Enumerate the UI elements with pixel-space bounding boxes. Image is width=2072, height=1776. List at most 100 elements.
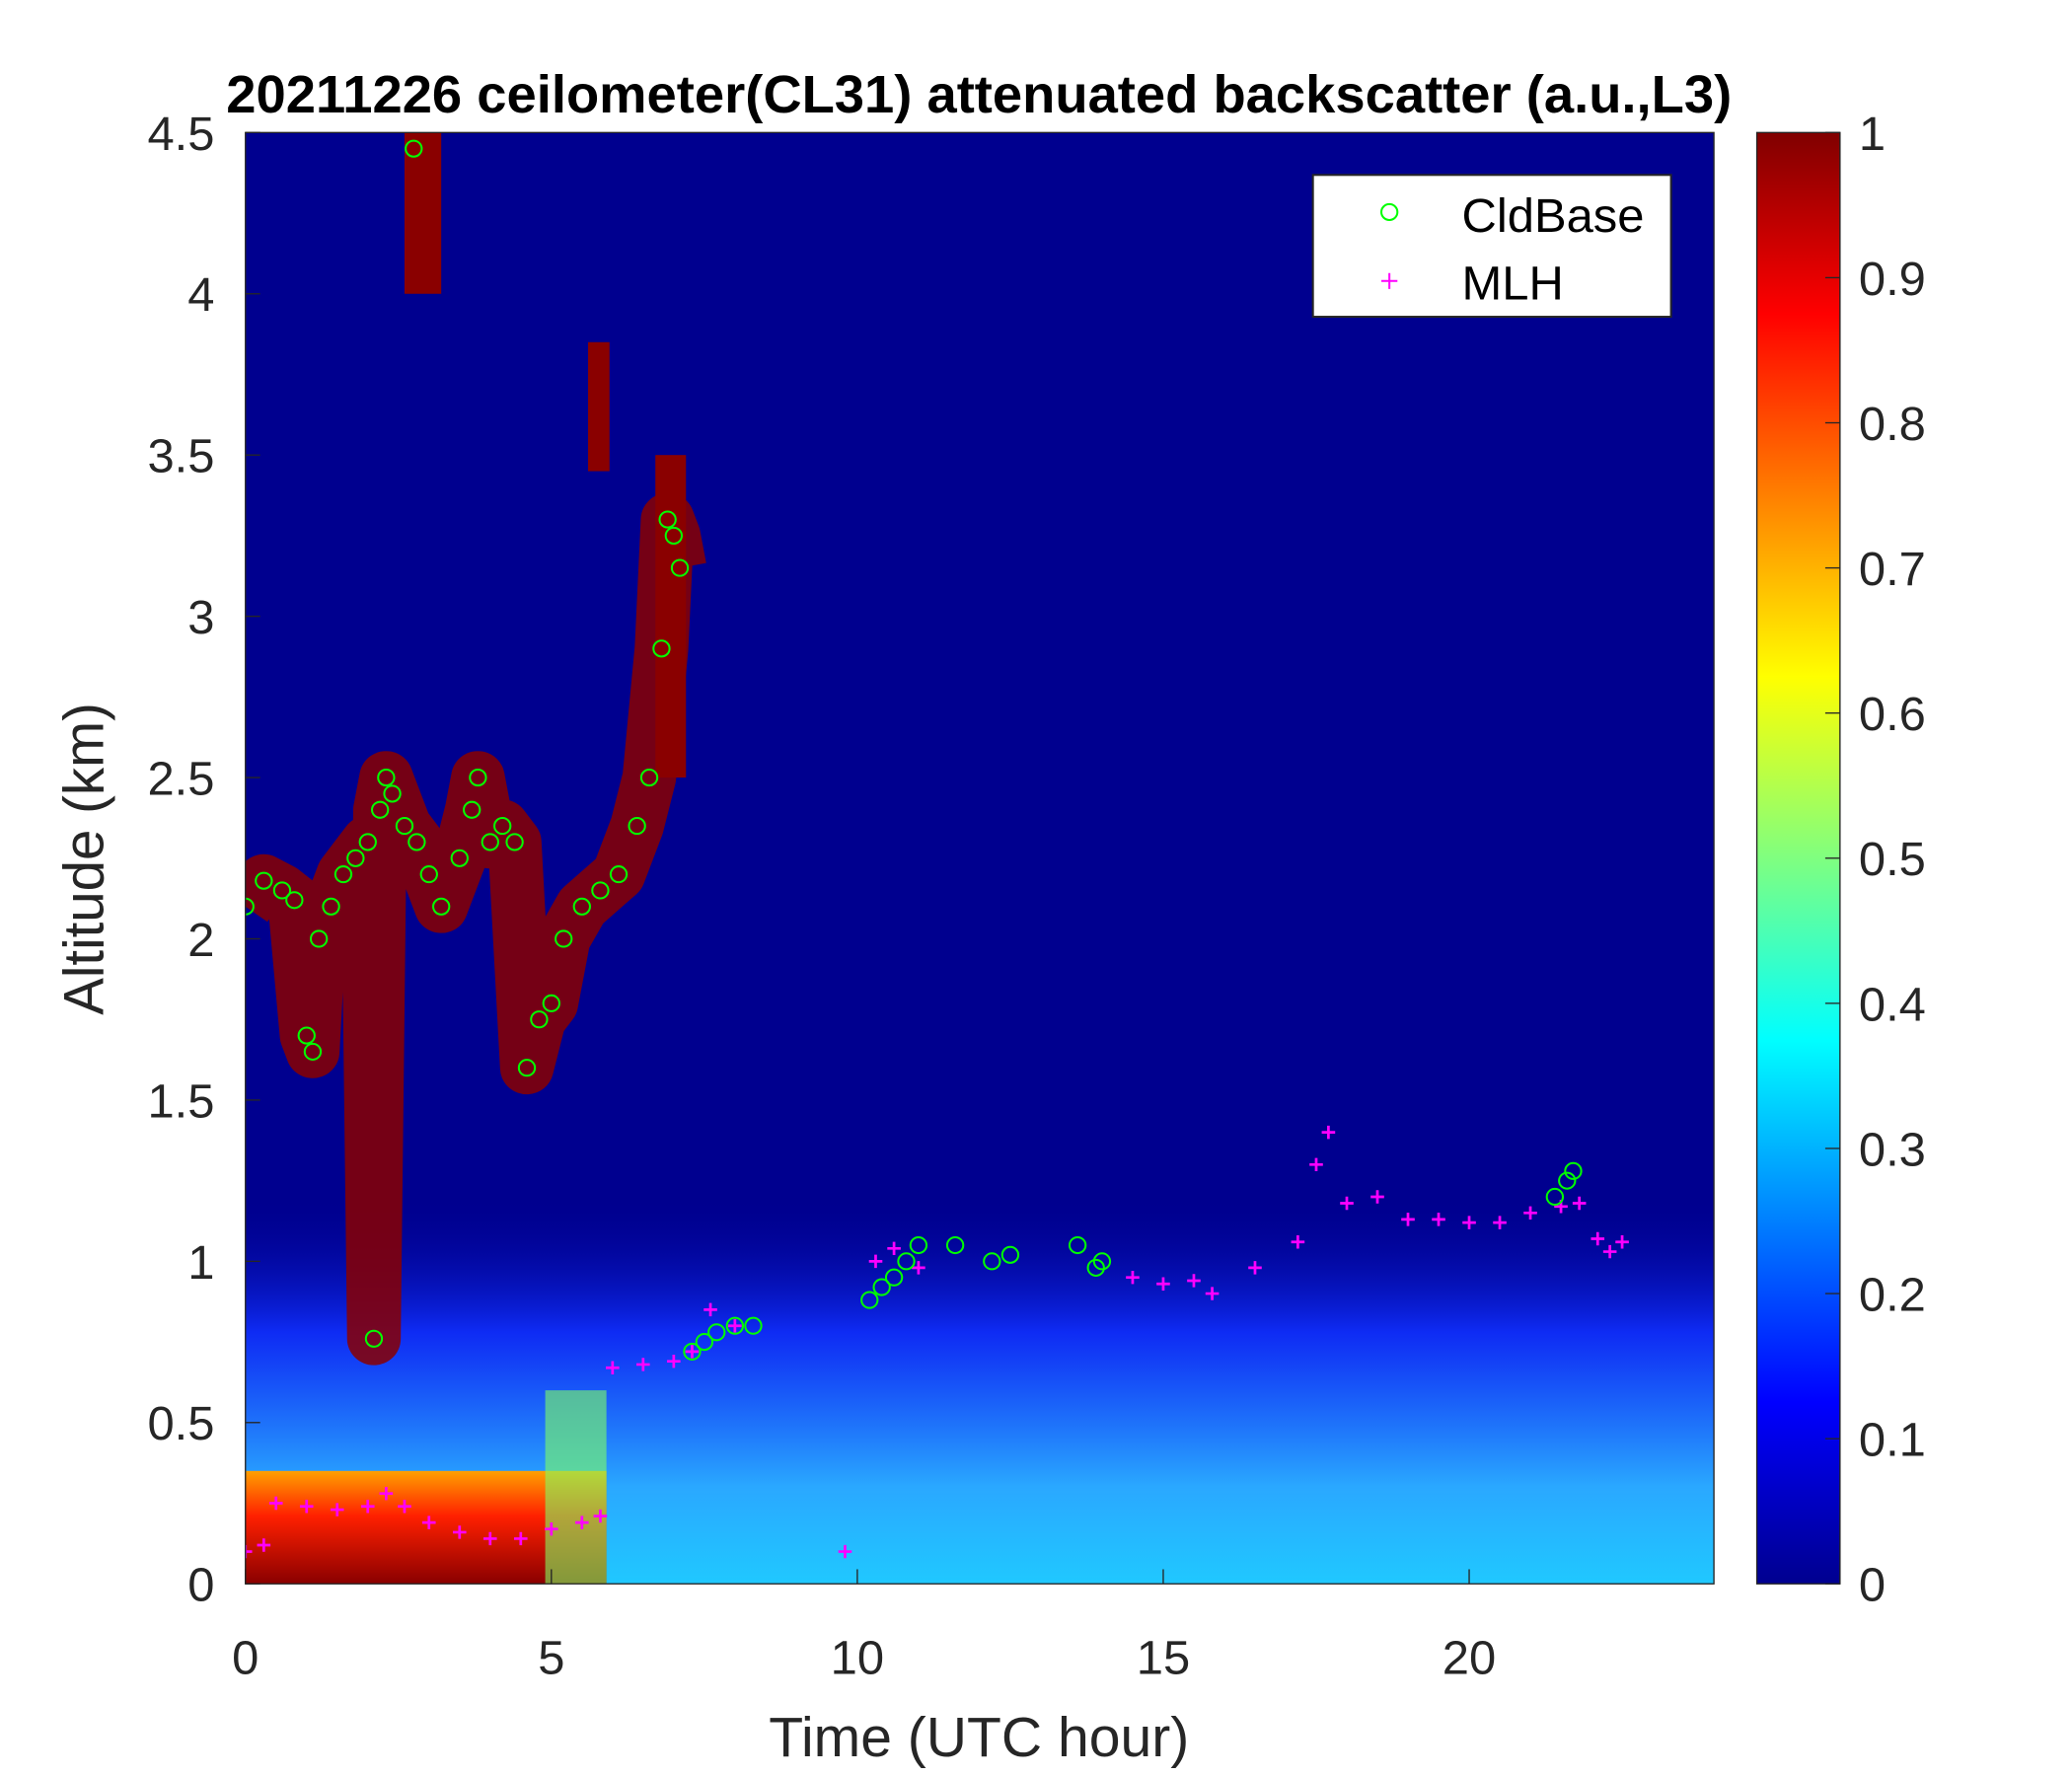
mlh-point [575, 1516, 589, 1529]
mlh-point [1309, 1157, 1323, 1172]
cldbase-point [555, 929, 573, 948]
mlh-point [1187, 1274, 1201, 1288]
cldbase-point [395, 817, 414, 836]
cldbase-point [1068, 1235, 1087, 1255]
y-tick-label: 0 [187, 1559, 214, 1612]
cldbase-point [450, 849, 469, 867]
mlh-point [299, 1500, 314, 1514]
mlh-point [398, 1500, 411, 1514]
cldbase-point [572, 897, 591, 916]
cldbase-point [419, 865, 438, 884]
cldbase-point [744, 1316, 763, 1335]
heatmap [245, 132, 1715, 1585]
cldbase-point [432, 897, 451, 916]
mlh-point [483, 1531, 497, 1546]
y-tick-label: 4.5 [147, 108, 214, 161]
colorbar-tick-label: 0.8 [1859, 398, 1926, 451]
cloud-region [588, 341, 610, 472]
mlh-point [1370, 1190, 1384, 1204]
cldbase-point [897, 1252, 916, 1271]
y-tick-label: 1.5 [147, 1075, 214, 1129]
cldbase-point [1545, 1187, 1565, 1207]
mlh-point [1291, 1235, 1305, 1249]
cldbase-point [370, 800, 390, 819]
colorbar-tick-label: 0.1 [1859, 1414, 1926, 1467]
mlh-point [1523, 1206, 1537, 1221]
cldbase-point [945, 1235, 965, 1255]
cldbase-point [983, 1252, 1001, 1271]
cldbase-point [664, 526, 684, 545]
x-tick-label: 5 [538, 1632, 564, 1685]
colorbar-tick-label: 0.2 [1859, 1269, 1926, 1322]
colorbar-tick-label: 0.5 [1859, 833, 1926, 886]
cldbase-point [872, 1278, 891, 1296]
mlh-point [1321, 1125, 1336, 1140]
mlh-point [1432, 1213, 1445, 1226]
colorbar-tick-label: 0 [1859, 1559, 1886, 1612]
y-tick-label: 1 [187, 1236, 214, 1290]
legend-mlh-marker [1381, 272, 1398, 289]
legend-mlh-label: MLH [1462, 258, 1564, 311]
mlh-point [593, 1509, 608, 1523]
cldbase-point [297, 1026, 316, 1045]
cldbase-point [272, 881, 292, 900]
cldbase-point [493, 817, 512, 836]
cldbase-point [909, 1235, 928, 1255]
mlh-point [514, 1531, 528, 1546]
cldbase-point [591, 881, 610, 900]
cldbase-point [322, 897, 340, 916]
cldbase-point [364, 1329, 384, 1348]
x-tick-label: 20 [1443, 1632, 1496, 1685]
cldbase-point [309, 929, 329, 948]
colorbar-tick-label: 0.7 [1859, 543, 1926, 596]
cloud-region [404, 132, 442, 294]
mlh-point [360, 1500, 375, 1514]
mlh-point [838, 1544, 852, 1559]
y-tick-label: 4 [187, 268, 214, 322]
plot-frame [245, 131, 1715, 1585]
mlh-point [703, 1302, 717, 1317]
mlh-point [1572, 1196, 1587, 1211]
y-tick-label: 3 [187, 591, 214, 644]
cldbase-point [245, 897, 255, 916]
mlh-point [379, 1486, 394, 1501]
mlh-point [1340, 1196, 1354, 1211]
cldbase-point [670, 558, 690, 577]
cldbase-point [358, 833, 377, 851]
cldbase-point [481, 833, 499, 851]
cldbase-point [505, 833, 524, 851]
cldbase-point [469, 768, 487, 787]
mlh-point [887, 1241, 901, 1255]
cldbase-point [695, 1333, 714, 1352]
cldbase-point [405, 139, 423, 158]
mlh-point [452, 1525, 467, 1539]
cldbase-point [628, 817, 646, 836]
colorbar-tick-label: 1 [1859, 108, 1886, 161]
mlh-point [912, 1261, 925, 1275]
y-tick-label: 3.5 [147, 430, 214, 483]
cldbase-point [377, 768, 396, 787]
mlh-point [1156, 1277, 1170, 1291]
cldbase-point [639, 768, 659, 787]
cldbase-point [542, 994, 560, 1012]
cldbase-point [1086, 1258, 1105, 1277]
cldbase-point [285, 891, 304, 910]
colorbar-tick-label: 0.4 [1859, 979, 1926, 1032]
mlh-point [1602, 1244, 1617, 1259]
cldbase-point [658, 510, 677, 529]
surface-layer-region [545, 1390, 607, 1585]
cldbase-point [463, 800, 481, 819]
mlh-point [1126, 1270, 1140, 1285]
mlh-point [1615, 1235, 1629, 1249]
mlh-point [257, 1538, 271, 1552]
y-axis-label: Altitude (km) [53, 703, 115, 1015]
cldbase-point [346, 849, 365, 867]
cldbase-point [1564, 1161, 1583, 1180]
colorbar-tick-label: 0.6 [1859, 688, 1926, 741]
x-axis-label: Time (UTC hour) [769, 1707, 1189, 1769]
x-tick-label: 0 [232, 1632, 259, 1685]
cldbase-point [860, 1291, 879, 1309]
y-tick-label: 2 [187, 914, 214, 967]
mlh-point [1591, 1231, 1605, 1246]
